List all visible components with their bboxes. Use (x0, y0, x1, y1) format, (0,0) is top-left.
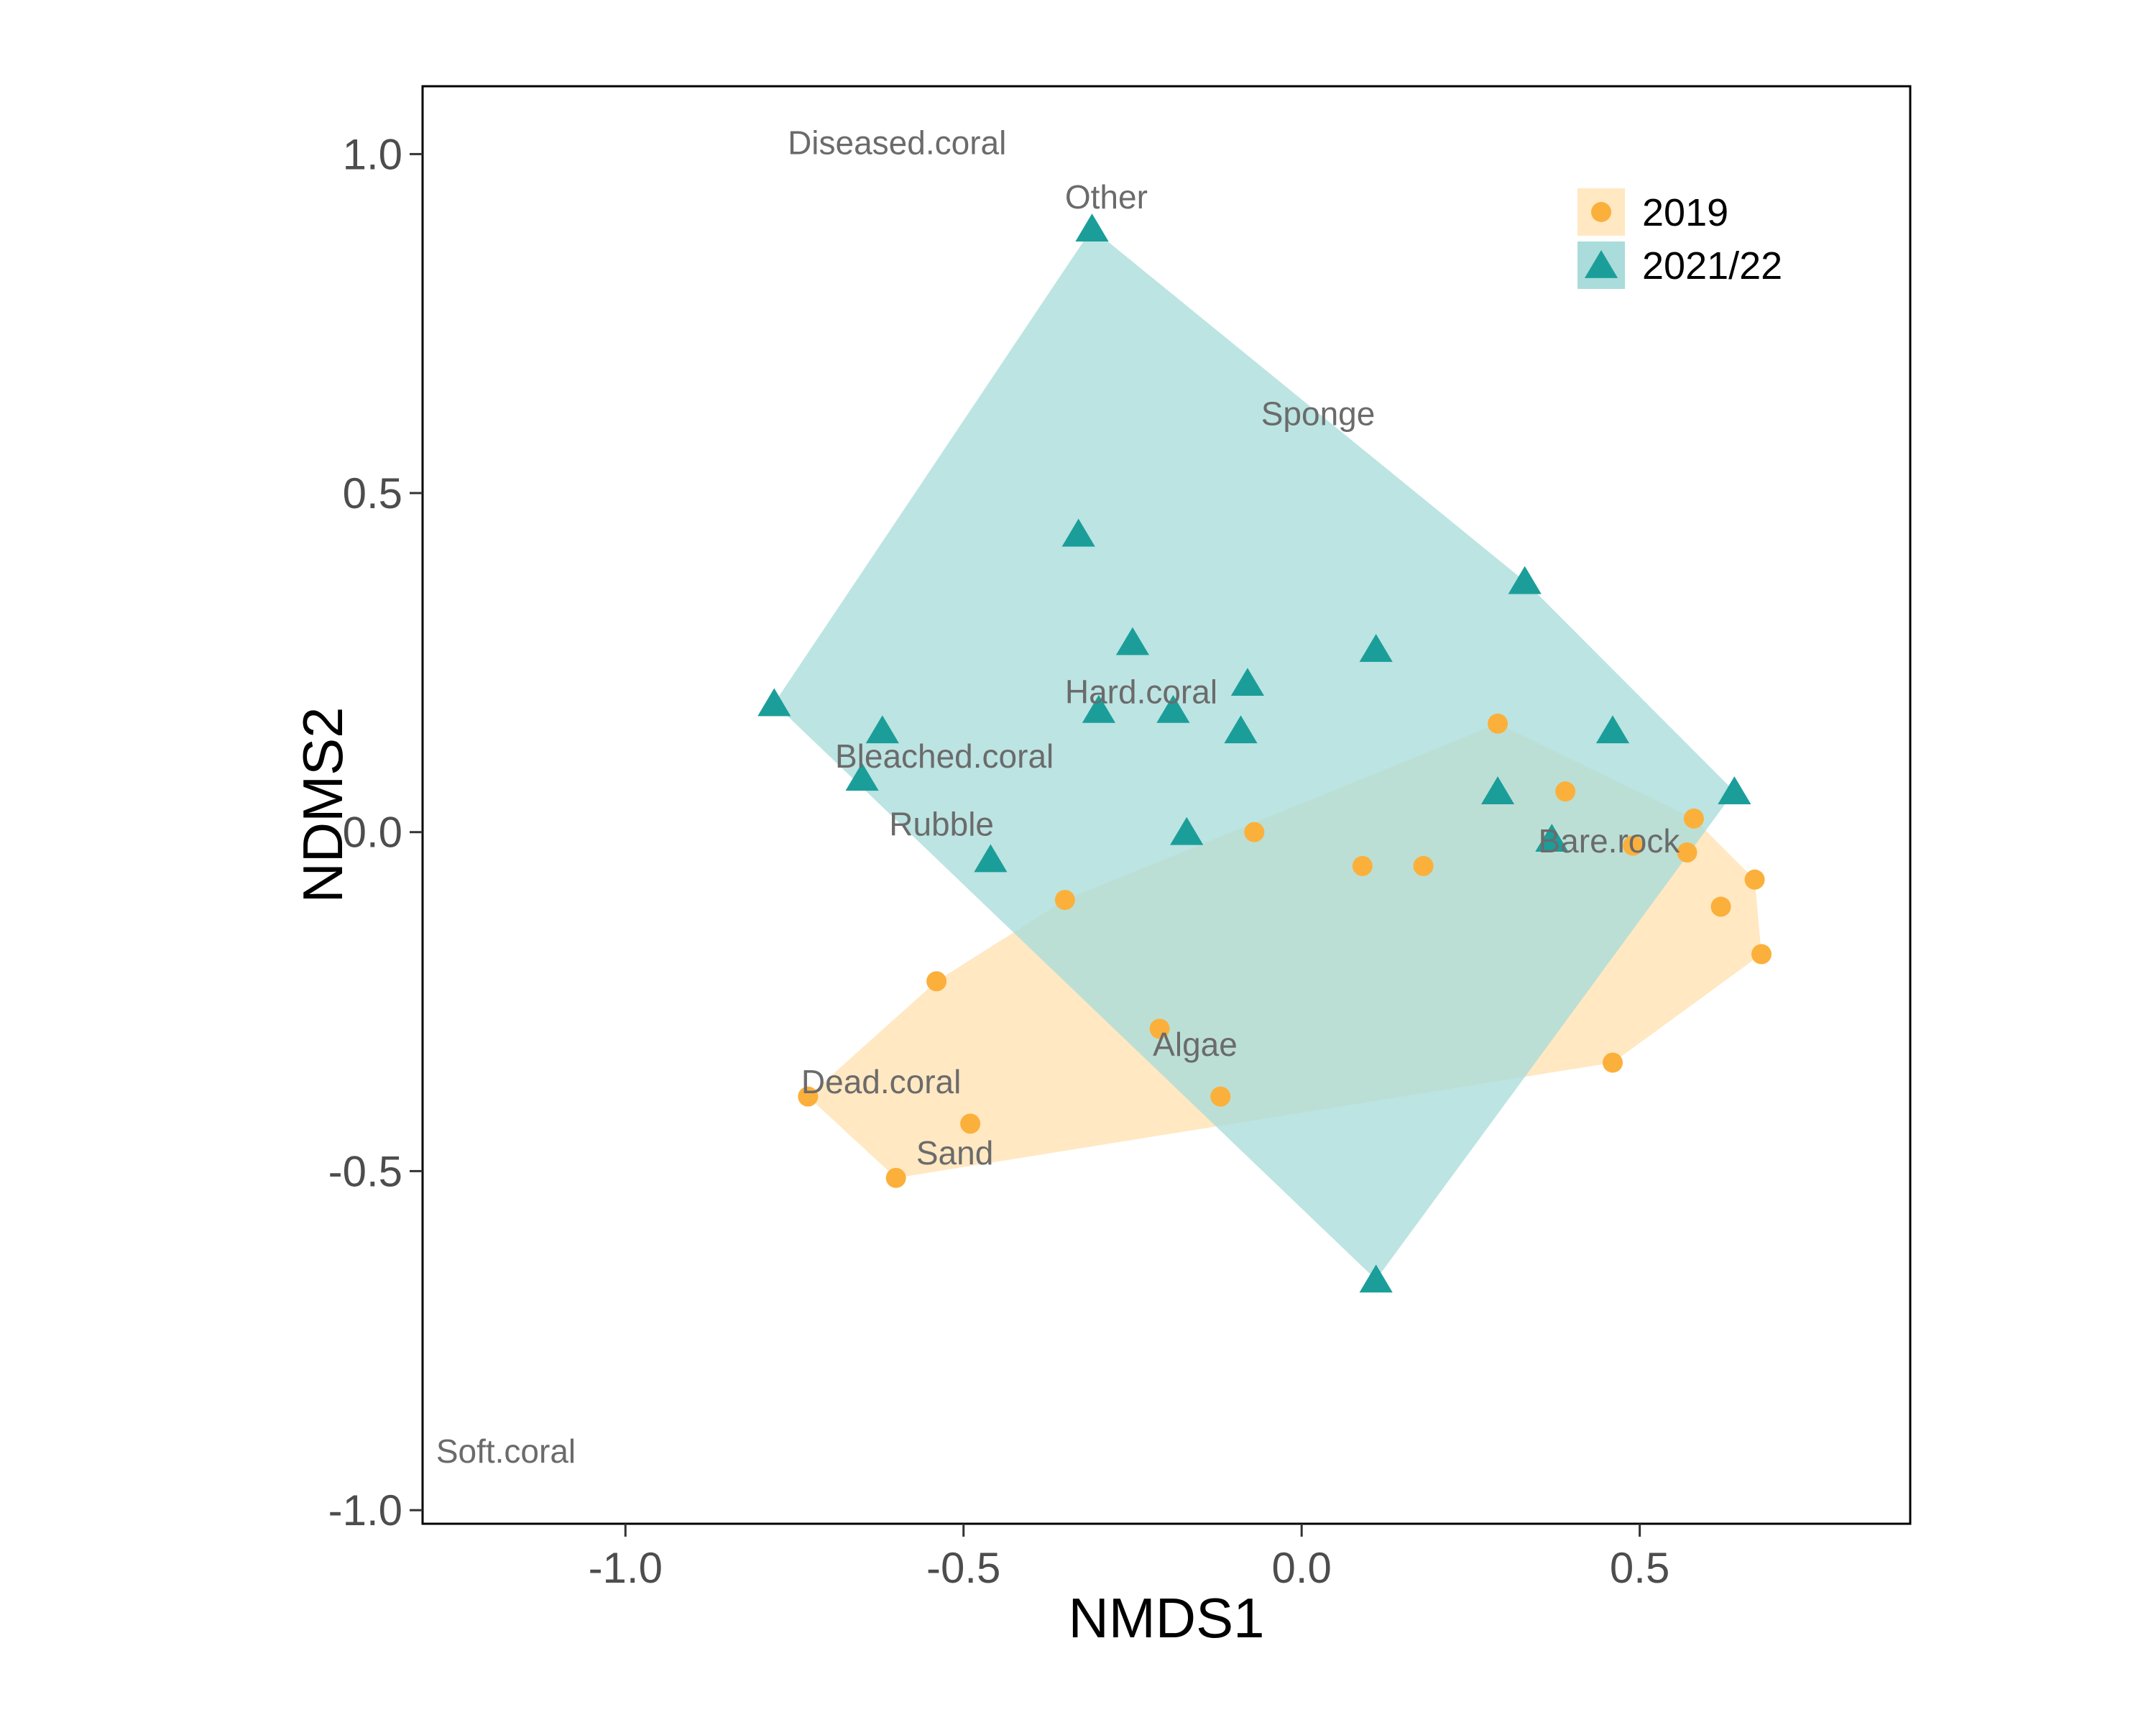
species-label-hard-coral: Hard.coral (1065, 673, 1217, 710)
y-tick-label: -1.0 (328, 1486, 402, 1535)
point-2021-22 (1359, 634, 1393, 662)
species-label-bare-rock: Bare.rock (1539, 822, 1681, 860)
species-label-bleached-coral: Bleached.coral (835, 737, 1054, 775)
point-2021-22 (974, 844, 1008, 873)
point-2019 (1054, 890, 1075, 911)
x-tick-label: -0.5 (926, 1544, 1000, 1592)
point-2021-22 (1230, 668, 1265, 696)
hull-layer (774, 229, 1761, 1280)
point-2021-22 (1718, 776, 1751, 804)
y-axis: -1.0 -0.5 0.0 0.5 1.0 (328, 130, 423, 1535)
y-tick-label: -0.5 (328, 1147, 402, 1195)
point-2019 (1677, 842, 1697, 863)
point-2019 (1210, 1086, 1231, 1107)
x-tick-label: 0.5 (1610, 1544, 1669, 1592)
legend-label-2021-22: 2021/22 (1642, 244, 1782, 288)
x-tick-label: -1.0 (589, 1544, 663, 1592)
legend-marker-2019 (1591, 202, 1611, 222)
point-2021-22 (845, 763, 879, 791)
species-label-sand: Sand (916, 1134, 993, 1172)
hull-2021-22 (774, 229, 1735, 1280)
species-label-other: Other (1065, 178, 1148, 216)
y-tick-label: 0.0 (343, 809, 402, 857)
point-2019 (926, 971, 947, 992)
point-2021-22 (865, 715, 899, 744)
point-2019 (1413, 855, 1434, 876)
point-2021-22 (1508, 566, 1542, 594)
point-2019 (1555, 781, 1576, 802)
point-2021-22 (1480, 776, 1515, 804)
species-label-diseased-coral: Diseased.coral (788, 124, 1006, 161)
point-2021-22 (1224, 715, 1258, 744)
species-label-soft-coral: Soft.coral (436, 1432, 576, 1470)
x-axis: -1.0 -0.5 0.0 0.5 (589, 1524, 1669, 1592)
species-label-sponge: Sponge (1261, 395, 1376, 433)
point-2019 (1149, 1018, 1170, 1039)
point-2019 (1623, 835, 1644, 856)
species-label-algae: Algae (1153, 1026, 1238, 1063)
point-2021-22 (1170, 816, 1204, 845)
point-2019 (1710, 896, 1731, 917)
legend-marker-2021-22 (1584, 250, 1618, 278)
point-2021-22 (1535, 824, 1569, 852)
legend: 2019 2021/22 (1577, 188, 1782, 289)
point-2019 (885, 1167, 906, 1188)
point-2019 (1751, 944, 1772, 965)
point-2019 (1352, 855, 1373, 876)
y-tick-label: 1.0 (343, 130, 402, 178)
y-tick-label: 0.5 (343, 469, 402, 518)
species-labels: Diseased.coral Other Sponge Hard.coral Bleac… (436, 124, 1681, 1470)
x-axis-title: NMDS1 (1068, 1586, 1264, 1650)
x-tick-label: 0.0 (1271, 1544, 1331, 1592)
species-label-dead-coral: Dead.coral (801, 1063, 961, 1100)
points-layer (757, 213, 1772, 1293)
point-2019 (960, 1113, 981, 1134)
point-2021-22 (757, 688, 791, 717)
plot-panel-border (421, 85, 1912, 1525)
y-axis-title: NDMS2 (291, 707, 354, 903)
point-2019 (1603, 1052, 1623, 1073)
point-2021-22 (1075, 213, 1109, 242)
point-2019 (1683, 808, 1704, 829)
point-2019 (1244, 822, 1265, 842)
point-2019 (798, 1086, 819, 1107)
point-2019 (1744, 869, 1765, 890)
point-2021-22 (1061, 518, 1095, 547)
legend-label-2019: 2019 (1642, 191, 1728, 234)
point-2021-22 (1156, 694, 1190, 723)
point-2021-22 (1082, 694, 1116, 723)
point-2021-22 (1115, 627, 1150, 656)
point-2021-22 (1595, 715, 1630, 744)
point-2019 (1488, 713, 1508, 734)
point-2021-22 (1359, 1264, 1393, 1293)
species-label-rubble: Rubble (889, 805, 994, 842)
